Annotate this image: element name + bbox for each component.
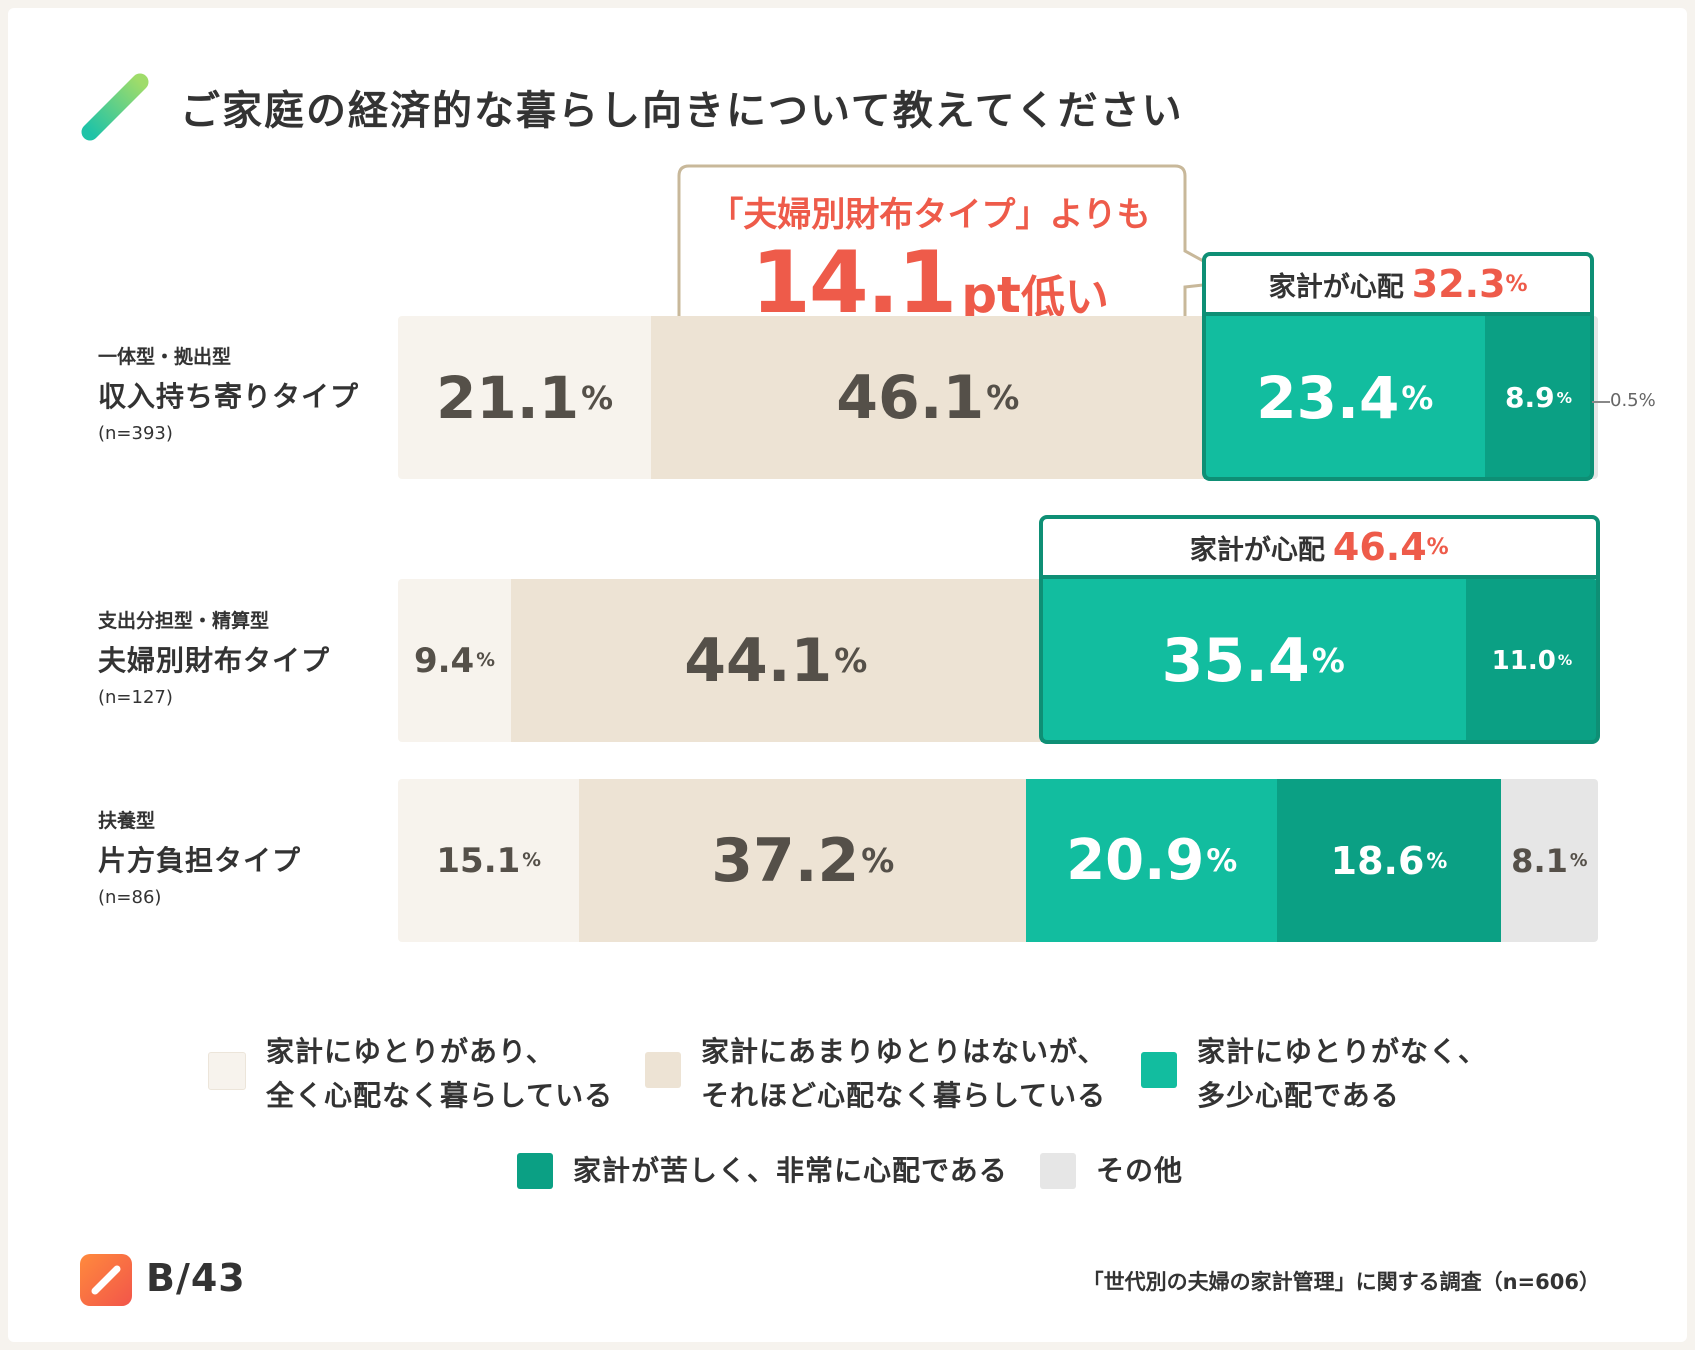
bar-value-label: 9.4 — [413, 640, 475, 681]
legend-label: 家計にゆとりがなく、 — [1197, 1035, 1488, 1068]
bar-value-label: 20.9 — [1066, 828, 1205, 893]
bar-value-label: 46.1 — [836, 362, 985, 433]
worry-label: 家計が心配 — [1268, 271, 1404, 303]
bar-value-unit: % — [581, 378, 614, 417]
worry-header-0: 家計が心配 32.3% — [1206, 256, 1590, 312]
source-note: 「世代別の夫婦の家計管理」に関する調査（n=606） — [1082, 1270, 1600, 1294]
worry-unit: % — [1426, 534, 1449, 560]
bar-value-unit: % — [476, 650, 495, 671]
bar-value-label: 44.1 — [684, 625, 833, 696]
bar-value-label: 23.4 — [1256, 363, 1400, 432]
bar-segment: 9.4% — [398, 579, 511, 742]
legend-label: 多少心配である — [1197, 1079, 1400, 1112]
callout-unit: pt — [961, 266, 1021, 324]
worry-divider — [1040, 575, 1598, 579]
bar-value-label: 11.0 — [1491, 645, 1556, 676]
legend-swatch — [1141, 1052, 1177, 1088]
legend-label: 家計にあまりゆとりはないが、 — [701, 1035, 1107, 1068]
brand-name: B/43 — [146, 1256, 246, 1300]
bar-value-label: 37.2 — [711, 825, 860, 896]
bar-segment: 44.1% — [510, 579, 1041, 742]
bar-segment: 8.9% — [1485, 316, 1592, 479]
legend-swatch — [208, 1052, 246, 1090]
bar-segment: 21.1% — [398, 316, 652, 479]
brand-logo-icon — [80, 1254, 132, 1306]
bar-segment: 15.1% — [398, 779, 580, 942]
bar-segment: 18.6% — [1277, 779, 1501, 942]
page-title: ご家庭の経済的な暮らし向きについて教えてください — [180, 88, 1184, 134]
bar-value-unit: % — [1426, 848, 1448, 873]
bar-segment: 35.4% — [1040, 579, 1466, 742]
legend-swatch — [517, 1153, 553, 1189]
bar-value-label: 8.1 — [1511, 841, 1568, 880]
legend-item-3: 家計が苦しく、非常に心配である — [517, 1149, 1008, 1193]
bar-segment: 8.1% — [1500, 779, 1598, 942]
legend-label: 全く心配なく暮らしている — [266, 1079, 614, 1112]
row-main-label: 夫婦別財布タイプ — [98, 644, 331, 677]
legend-label: 家計が苦しく、非常に心配である — [573, 1154, 1008, 1187]
worry-label: 家計が心配 — [1189, 534, 1325, 566]
legend-label: 家計にゆとりがあり、 — [266, 1035, 555, 1068]
bar-segment: 20.9% — [1026, 779, 1278, 942]
bar-segment — [1591, 316, 1598, 479]
bar-value-unit: % — [1401, 378, 1434, 417]
worry-value: 32.3 — [1411, 262, 1506, 306]
bar-value-unit: % — [522, 850, 541, 871]
legend-item-2: 家計にゆとりがなく、 多少心配である — [1141, 1030, 1487, 1118]
legend-label: その他 — [1096, 1154, 1184, 1187]
bar-value-label: 21.1 — [436, 363, 580, 432]
outside-value-label: 0.5% — [1610, 390, 1656, 411]
callout-suffix: 低い — [1020, 272, 1109, 323]
worry-header-1: 家計が心配 46.4% — [1042, 519, 1596, 575]
worry-divider — [1204, 312, 1592, 316]
bar-segment: 11.0% — [1465, 579, 1598, 742]
legend-item-1: 家計にあまりゆとりはないが、 それほど心配なく暮らしている — [645, 1030, 1106, 1118]
row-main-label: 収入持ち寄りタイプ — [98, 380, 360, 413]
bar-value-unit: % — [834, 641, 868, 680]
bar-segment: 23.4% — [1204, 316, 1486, 479]
row-n-label: (n=127) — [98, 687, 173, 708]
legend-swatch — [1040, 1153, 1076, 1189]
row-sub-label: 一体型・拠出型 — [98, 346, 232, 368]
legend-label: それほど心配なく暮らしている — [701, 1079, 1107, 1112]
bar-segment: 37.2% — [579, 779, 1027, 942]
worry-unit: % — [1505, 271, 1528, 297]
title-marker-icon — [81, 73, 149, 141]
row-n-label: (n=393) — [98, 423, 173, 444]
bar-row-0: 21.1% 46.1% 23.4% 8.9% — [398, 316, 1598, 479]
bar-value-unit: % — [861, 841, 895, 880]
worry-value: 46.4 — [1332, 525, 1427, 569]
bar-value-unit: % — [1557, 652, 1573, 669]
bar-value-unit: % — [1569, 850, 1588, 871]
bar-value-unit: % — [986, 378, 1020, 417]
row-sub-label: 扶養型 — [98, 810, 156, 832]
bar-value-unit: % — [1206, 842, 1238, 879]
row-label-2: 扶養型 片方負担タイプ (n=86) — [98, 806, 301, 908]
bar-value-label: 15.1 — [436, 840, 521, 881]
row-sub-label: 支出分担型・精算型 — [98, 610, 270, 632]
leader-line — [1592, 401, 1610, 403]
bar-value-label: 8.9 — [1505, 381, 1555, 414]
bar-value-unit: % — [1311, 641, 1345, 680]
legend-item-4: その他 — [1040, 1149, 1183, 1193]
bar-row-2: 15.1% 37.2% 20.9% 18.6% 8.1% — [398, 779, 1598, 942]
bar-row-1: 9.4% 44.1% 35.4% 11.0% — [398, 579, 1598, 742]
callout-headline: 「夫婦別財布タイプ」よりも — [709, 195, 1151, 235]
bar-value-unit: % — [1556, 388, 1573, 407]
callout-value-line: 14.1 pt低い — [675, 233, 1185, 333]
bar-value-label: 35.4 — [1161, 625, 1310, 696]
bar-segment: 46.1% — [651, 316, 1205, 479]
row-label-0: 一体型・拠出型 収入持ち寄りタイプ (n=393) — [98, 342, 359, 444]
legend-item-0: 家計にゆとりがあり、 全く心配なく暮らしている — [208, 1030, 613, 1118]
row-main-label: 片方負担タイプ — [98, 844, 302, 877]
bar-value-label: 18.6 — [1330, 838, 1425, 883]
legend-swatch — [645, 1052, 681, 1088]
row-n-label: (n=86) — [98, 887, 162, 908]
row-label-1: 支出分担型・精算型 夫婦別財布タイプ (n=127) — [98, 606, 330, 708]
